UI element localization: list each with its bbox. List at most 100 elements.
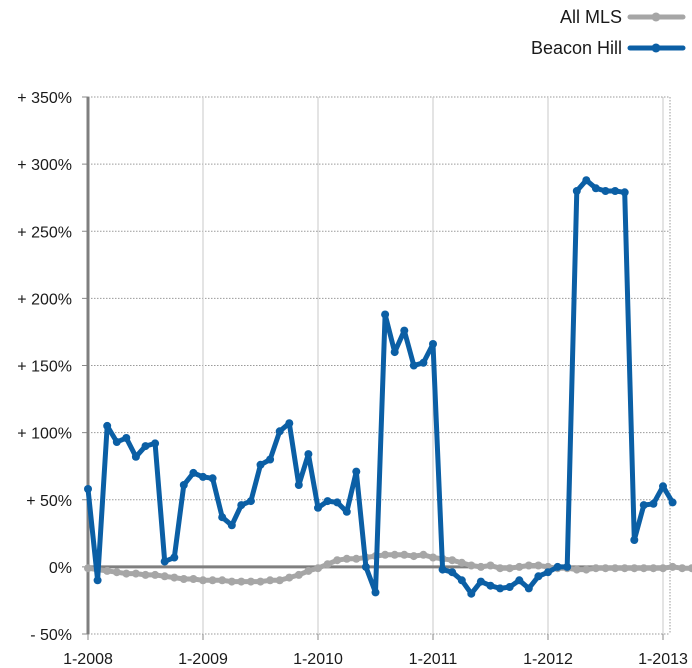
data-point xyxy=(668,562,677,571)
x-tick-label: 1-2011 xyxy=(409,651,458,668)
data-point xyxy=(304,566,313,575)
data-point xyxy=(237,577,246,586)
data-point xyxy=(227,577,236,586)
data-point xyxy=(84,485,92,493)
data-point xyxy=(639,501,648,510)
y-tick-label: 0% xyxy=(49,560,72,577)
y-tick-label: + 300% xyxy=(17,157,72,174)
series-line xyxy=(85,177,676,597)
data-point xyxy=(189,468,198,477)
data-point xyxy=(151,439,160,448)
data-point xyxy=(304,450,313,459)
legend-swatch-marker xyxy=(651,43,661,53)
data-point xyxy=(237,501,246,510)
data-point xyxy=(659,564,667,573)
data-point xyxy=(361,562,370,571)
data-point xyxy=(371,588,380,597)
data-point xyxy=(314,564,322,573)
data-point xyxy=(649,499,658,508)
data-point xyxy=(246,497,255,506)
data-point xyxy=(620,188,629,197)
data-point xyxy=(620,564,629,573)
data-point xyxy=(323,560,332,569)
data-point xyxy=(84,564,92,573)
data-point xyxy=(275,427,284,436)
data-point xyxy=(294,570,303,579)
data-point xyxy=(496,564,505,573)
data-point xyxy=(266,455,275,464)
data-point xyxy=(496,584,505,593)
data-point xyxy=(524,561,533,570)
data-point xyxy=(429,340,437,348)
data-point xyxy=(486,581,495,590)
data-point xyxy=(93,576,102,585)
data-point xyxy=(218,576,227,585)
data-point xyxy=(285,573,294,582)
data-point xyxy=(591,184,600,193)
data-point xyxy=(189,575,198,583)
data-point xyxy=(199,472,207,481)
legend-label: All MLS xyxy=(560,7,622,27)
data-point xyxy=(572,565,581,574)
y-tick-label: + 350% xyxy=(17,90,72,107)
data-point xyxy=(294,481,303,489)
data-point xyxy=(467,561,476,570)
data-point xyxy=(486,561,495,570)
data-point xyxy=(333,498,342,507)
data-point xyxy=(103,421,112,430)
data-point xyxy=(476,562,485,571)
data-point xyxy=(179,575,188,583)
data-point xyxy=(630,536,639,544)
x-tick-label: 1-2010 xyxy=(293,651,343,668)
data-point xyxy=(419,358,428,367)
data-point xyxy=(256,577,265,586)
data-point xyxy=(381,310,390,319)
data-point xyxy=(381,550,390,559)
data-point xyxy=(582,565,591,574)
x-tick-label: 1-2009 xyxy=(178,651,228,668)
data-point xyxy=(266,576,275,585)
data-point xyxy=(342,554,351,563)
data-point xyxy=(438,565,447,574)
data-point xyxy=(457,576,466,585)
data-point xyxy=(687,564,692,573)
data-point xyxy=(122,569,131,578)
series-all-mls xyxy=(84,550,692,586)
data-point xyxy=(659,482,667,491)
data-point xyxy=(170,553,179,562)
y-tick-label: + 150% xyxy=(17,359,72,376)
data-point xyxy=(409,552,418,561)
data-point xyxy=(601,564,610,573)
data-point xyxy=(160,557,169,566)
data-point xyxy=(141,570,150,579)
data-point xyxy=(429,553,437,562)
data-point xyxy=(256,460,265,469)
data-point xyxy=(553,562,562,571)
legend: All MLS Beacon Hill xyxy=(531,7,686,58)
data-point xyxy=(611,187,620,195)
data-point xyxy=(218,513,227,522)
data-point xyxy=(400,550,409,559)
data-point xyxy=(275,576,284,585)
data-point xyxy=(649,564,658,573)
data-point xyxy=(342,507,351,516)
data-point xyxy=(122,434,131,442)
legend-label: Beacon Hill xyxy=(531,38,622,58)
data-point xyxy=(467,589,476,598)
data-point xyxy=(246,577,255,586)
data-point xyxy=(668,498,677,507)
data-point xyxy=(151,570,160,579)
data-point xyxy=(505,583,514,591)
data-point xyxy=(170,573,179,582)
data-point xyxy=(572,187,581,195)
data-point xyxy=(131,452,140,461)
data-point xyxy=(582,176,591,185)
y-tick-label: + 50% xyxy=(26,493,72,510)
data-point xyxy=(112,568,121,577)
series-beacon-hill xyxy=(84,176,677,598)
data-point xyxy=(515,576,524,585)
data-point xyxy=(352,554,361,563)
data-point xyxy=(448,556,457,565)
data-point xyxy=(611,564,620,573)
